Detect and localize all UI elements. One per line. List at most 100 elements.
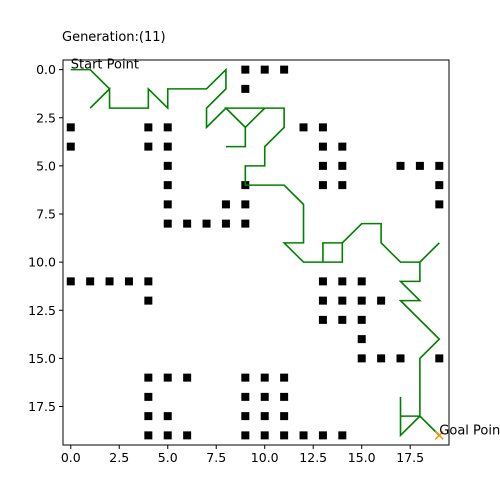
obstacle-marker (377, 354, 386, 363)
obstacle-marker (183, 373, 192, 382)
obstacle-marker (318, 296, 327, 305)
x-tick-label: 17.5 (396, 450, 424, 465)
y-tick-label: 12.5 (28, 303, 56, 318)
obstacle-marker (357, 315, 366, 324)
obstacle-marker (260, 373, 269, 382)
obstacle-marker (241, 431, 250, 440)
obstacle-marker (415, 161, 424, 170)
obstacle-marker (66, 123, 75, 132)
obstacle-marker (435, 181, 444, 190)
obstacle-marker (66, 277, 75, 286)
obstacle-marker (144, 392, 153, 401)
chart-title: Generation:(11) (62, 30, 166, 45)
x-tick-label: 0.0 (61, 450, 81, 465)
obstacle-marker (144, 373, 153, 382)
obstacle-marker (221, 219, 230, 228)
obstacle-marker (241, 219, 250, 228)
obstacle-marker (396, 161, 405, 170)
obstacle-marker (318, 181, 327, 190)
obstacle-marker (241, 200, 250, 209)
obstacle-marker (144, 277, 153, 286)
obstacle-marker (318, 123, 327, 132)
obstacle-marker (280, 431, 289, 440)
obstacle-marker (338, 161, 347, 170)
obstacle-marker (435, 354, 444, 363)
obstacle-marker (163, 123, 172, 132)
obstacle-marker (435, 200, 444, 209)
obstacle-marker (144, 123, 153, 132)
obstacle-marker (280, 412, 289, 421)
x-tick-label: 10.0 (251, 450, 279, 465)
obstacle-marker (357, 335, 366, 344)
obstacle-marker (144, 296, 153, 305)
obstacle-marker (318, 142, 327, 151)
obstacle-marker (396, 354, 405, 363)
obstacle-marker (183, 431, 192, 440)
obstacle-marker (377, 296, 386, 305)
obstacle-marker (163, 181, 172, 190)
x-tick-label: 15.0 (348, 450, 376, 465)
y-tick-label: 7.5 (36, 207, 56, 222)
obstacle-marker (105, 277, 114, 286)
obstacle-marker (260, 392, 269, 401)
path-line (70, 67, 441, 438)
obstacle-marker (66, 142, 75, 151)
obstacle-marker (144, 142, 153, 151)
obstacle-marker (357, 296, 366, 305)
obstacle-marker (318, 315, 327, 324)
obstacle-marker (163, 373, 172, 382)
obstacle-marker (318, 431, 327, 440)
obstacle-marker (202, 219, 211, 228)
y-tick-label: 0.0 (36, 62, 56, 77)
y-tick-label: 2.5 (36, 110, 56, 125)
annotations: Start Point Goal Point (71, 58, 500, 439)
x-axis: 0.0 2.5 5.0 7.5 10.0 12.5 15.0 17.5 (61, 445, 424, 465)
obstacle-marker (260, 431, 269, 440)
x-tick-label: 2.5 (109, 450, 129, 465)
obstacle-marker (338, 315, 347, 324)
plot-area (66, 65, 444, 440)
obstacle-marker (163, 412, 172, 421)
obstacle-marker (299, 123, 308, 132)
start-point-label: Start Point (71, 58, 139, 73)
obstacle-marker (163, 200, 172, 209)
obstacle-marker (338, 181, 347, 190)
obstacle-marker (338, 431, 347, 440)
obstacle-marker (163, 161, 172, 170)
obstacle-marker (163, 219, 172, 228)
obstacle-marker (260, 412, 269, 421)
obstacle-marker (221, 200, 230, 209)
obstacle-marker (338, 277, 347, 286)
obstacle-marker (241, 65, 250, 74)
goal-marker (434, 430, 444, 440)
y-tick-label: 15.0 (28, 351, 56, 366)
y-tick-label: 5.0 (36, 158, 56, 173)
x-tick-label: 5.0 (158, 450, 178, 465)
obstacle-marker (241, 373, 250, 382)
obstacle-marker (241, 392, 250, 401)
goal-point-label: Goal Point (439, 423, 500, 438)
obstacle-marker (357, 354, 366, 363)
obstacle-marker (318, 161, 327, 170)
obstacle-marker (280, 373, 289, 382)
x-tick-label: 12.5 (299, 450, 327, 465)
obstacle-marker (280, 392, 289, 401)
plot-frame (62, 59, 450, 446)
obstacle-marker (338, 296, 347, 305)
obstacle-marker (183, 219, 192, 228)
x-tick-label: 7.5 (206, 450, 226, 465)
obstacle-marker (338, 142, 347, 151)
obstacle-marker (86, 277, 95, 286)
y-tick-label: 10.0 (28, 255, 56, 270)
obstacle-marker (241, 412, 250, 421)
obstacle-marker (163, 142, 172, 151)
y-tick-label: 17.5 (28, 399, 56, 414)
y-axis: 0.0 2.5 5.0 7.5 10.0 12.5 15.0 17.5 (28, 62, 63, 414)
obstacle-marker (280, 65, 289, 74)
obstacle-marker (163, 431, 172, 440)
obstacle-marker (299, 431, 308, 440)
obstacle-marker (435, 161, 444, 170)
obstacle-marker (357, 277, 366, 286)
obstacle-marker (144, 412, 153, 421)
